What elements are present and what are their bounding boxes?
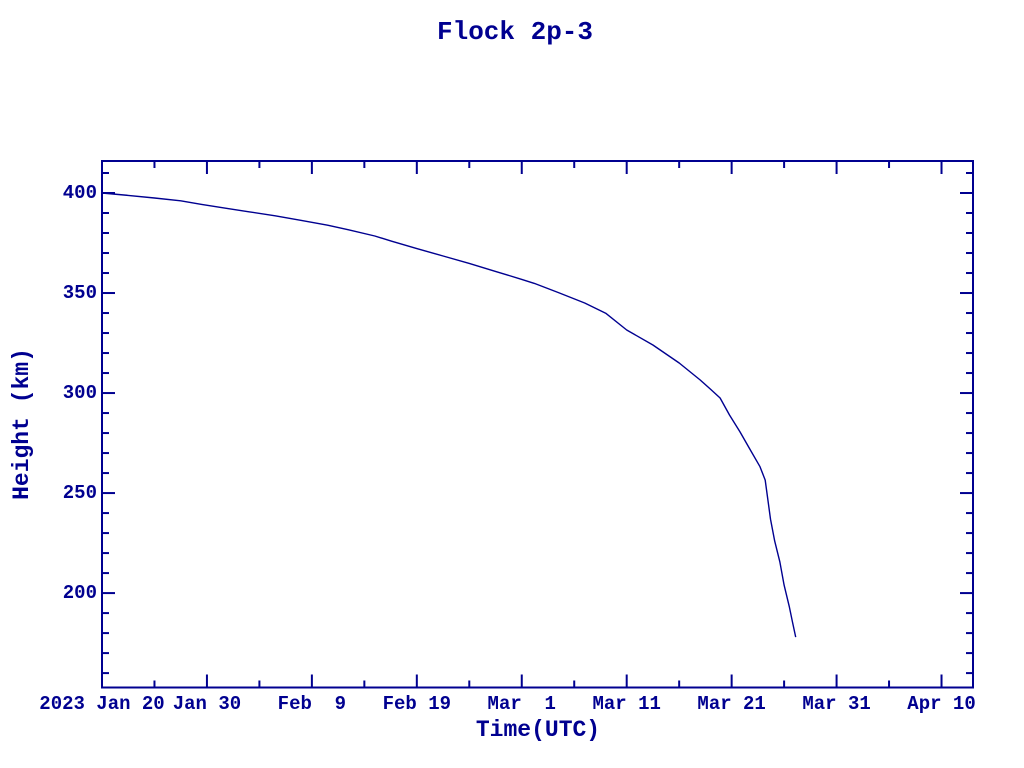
x-tick-label: Feb 19 [382,693,452,715]
x-axis-label: Time(UTC) [475,717,601,743]
decay-curve [101,192,797,638]
x-tick-label: 2023 Jan 20 [39,693,165,715]
chart-title: Flock 2p-3 [436,17,594,47]
x-tick-label: Mar 11 [592,693,661,715]
y-tick-label: 350 [62,282,97,305]
x-tick-label: Mar 1 [487,693,556,715]
y-tick-label: 400 [62,182,97,204]
x-tick-label: Apr 10 [907,693,976,715]
x-tick-label: Mar 21 [697,693,766,715]
x-tick-label: Mar 31 [802,693,871,715]
x-tick-label: Jan 30 [172,693,242,715]
y-tick-label: 250 [62,482,97,505]
y-tick-label: 300 [62,382,97,405]
y-tick-label: 200 [62,582,97,605]
plot-frame [101,160,974,689]
x-tick-label: Feb 9 [277,693,347,715]
